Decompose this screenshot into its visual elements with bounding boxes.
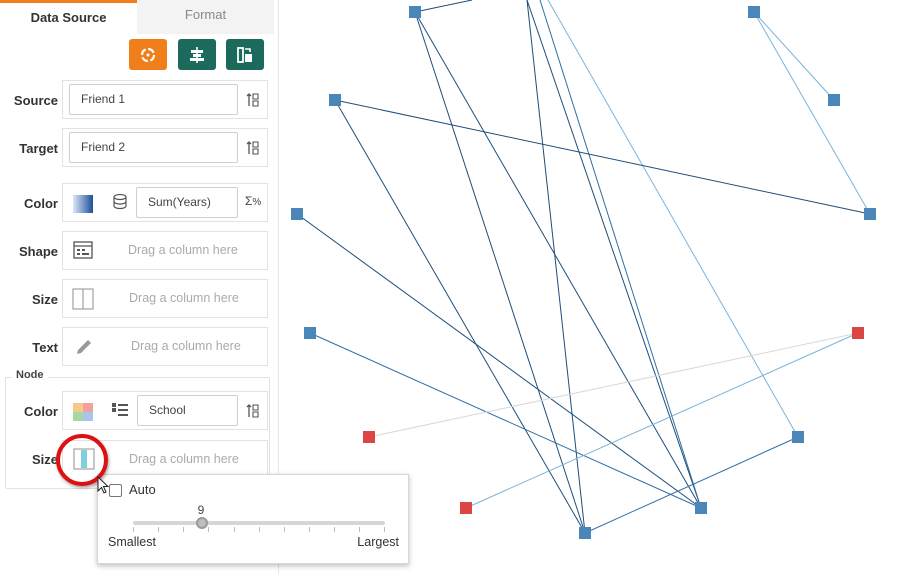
sort-icon[interactable]	[245, 91, 263, 109]
source-well[interactable]: Friend 1	[62, 80, 268, 119]
slider-tick	[284, 527, 285, 532]
size-label: Size	[31, 292, 58, 307]
network-graph	[291, 0, 876, 539]
refresh-icon	[140, 47, 156, 63]
source-field[interactable]: Friend 1	[69, 84, 238, 115]
refresh-button[interactable]	[129, 39, 167, 70]
node-size-popup: Auto 9 Smallest Largest	[97, 474, 409, 564]
tab-format[interactable]: Format	[137, 0, 274, 34]
edge	[465, 332, 859, 509]
size-placeholder: Drag a column here	[129, 291, 239, 305]
slider-tick	[359, 527, 360, 532]
gradient-icon[interactable]	[73, 195, 93, 213]
graph-node[interactable]	[748, 6, 760, 18]
edge	[526, 0, 586, 534]
auto-checkbox[interactable]	[109, 484, 122, 497]
slider-tick	[309, 527, 310, 532]
graph-node[interactable]	[695, 502, 707, 514]
slider-tick	[208, 527, 209, 532]
target-label: Target	[19, 141, 58, 156]
swap-button[interactable]	[226, 39, 264, 70]
graph-node[interactable]	[329, 94, 341, 106]
database-icon[interactable]	[111, 193, 129, 211]
color-well[interactable]: Sum(Years) Σ%	[62, 183, 268, 222]
slider-max-label: Largest	[357, 535, 399, 549]
sort-icon[interactable]	[245, 139, 263, 157]
edge	[547, 0, 799, 438]
auto-checkbox-label: Auto	[129, 482, 156, 497]
text-placeholder: Drag a column here	[131, 339, 241, 353]
target-well[interactable]: Friend 2	[62, 128, 268, 167]
panel-tabs: Data Source Format	[0, 0, 274, 34]
align-icon	[190, 47, 204, 63]
slider-tick	[259, 527, 260, 532]
source-label: Source	[13, 93, 58, 108]
align-button[interactable]	[178, 39, 216, 70]
size-well[interactable]: Drag a column here	[62, 279, 268, 318]
edges	[296, 0, 871, 534]
tab-data-source[interactable]: Data Source	[0, 0, 137, 34]
edge	[539, 0, 702, 509]
shape-label: Shape	[18, 244, 58, 259]
edge	[753, 11, 835, 101]
shape-well[interactable]: Drag a column here	[62, 231, 268, 270]
edge	[584, 436, 799, 534]
edge	[296, 213, 702, 509]
graph-node[interactable]	[864, 208, 876, 220]
palette-icon[interactable]	[73, 403, 93, 421]
graph-node[interactable]	[852, 327, 864, 339]
highlight-circle	[56, 434, 108, 486]
color-field[interactable]: Sum(Years)	[136, 187, 238, 218]
graph-node[interactable]	[828, 94, 840, 106]
graph-node[interactable]	[304, 327, 316, 339]
slider-tick	[334, 527, 335, 532]
graph-node[interactable]	[363, 431, 375, 443]
text-label: Text	[32, 340, 58, 355]
node-size-label: Size	[31, 452, 58, 467]
node-group-title: Node	[12, 369, 48, 381]
target-field[interactable]: Friend 2	[69, 132, 238, 163]
edge	[334, 99, 586, 534]
sort-icon[interactable]	[245, 402, 263, 420]
node-color-well[interactable]: School	[62, 391, 268, 430]
graph-node[interactable]	[579, 527, 591, 539]
shape-icon[interactable]	[73, 241, 93, 259]
pencil-icon[interactable]	[74, 337, 94, 357]
text-well[interactable]: Drag a column here	[62, 327, 268, 366]
edge	[334, 99, 871, 215]
node-color-label: Color	[24, 404, 58, 419]
edge	[753, 11, 871, 215]
edge	[368, 332, 859, 438]
slider-value: 9	[197, 503, 205, 517]
slider-tick	[234, 527, 235, 532]
graph-node[interactable]	[792, 431, 804, 443]
edge	[414, 0, 473, 13]
graph-node[interactable]	[409, 6, 421, 18]
nodes	[291, 6, 876, 539]
swap-icon	[237, 47, 252, 63]
slider-tick	[384, 527, 385, 532]
graph-node[interactable]	[291, 208, 303, 220]
edge	[309, 332, 702, 509]
graph-node[interactable]	[460, 502, 472, 514]
shape-placeholder: Drag a column here	[128, 243, 238, 257]
edge	[414, 11, 586, 534]
size-slider-track[interactable]	[133, 521, 385, 525]
category-list-icon[interactable]	[111, 402, 129, 418]
edge	[414, 11, 702, 509]
size-slider-thumb[interactable]	[196, 517, 208, 529]
slider-tick	[133, 527, 134, 532]
edge	[526, 0, 702, 509]
slider-tick	[183, 527, 184, 532]
node-size-placeholder: Drag a column here	[129, 452, 239, 466]
slider-tick	[158, 527, 159, 532]
sum-percent-icon[interactable]: Σ%	[245, 194, 262, 208]
slider-min-label: Smallest	[108, 535, 156, 549]
color-label: Color	[24, 196, 58, 211]
size-icon[interactable]	[72, 288, 94, 310]
node-color-field[interactable]: School	[137, 395, 238, 426]
mouse-cursor-icon	[97, 476, 110, 494]
